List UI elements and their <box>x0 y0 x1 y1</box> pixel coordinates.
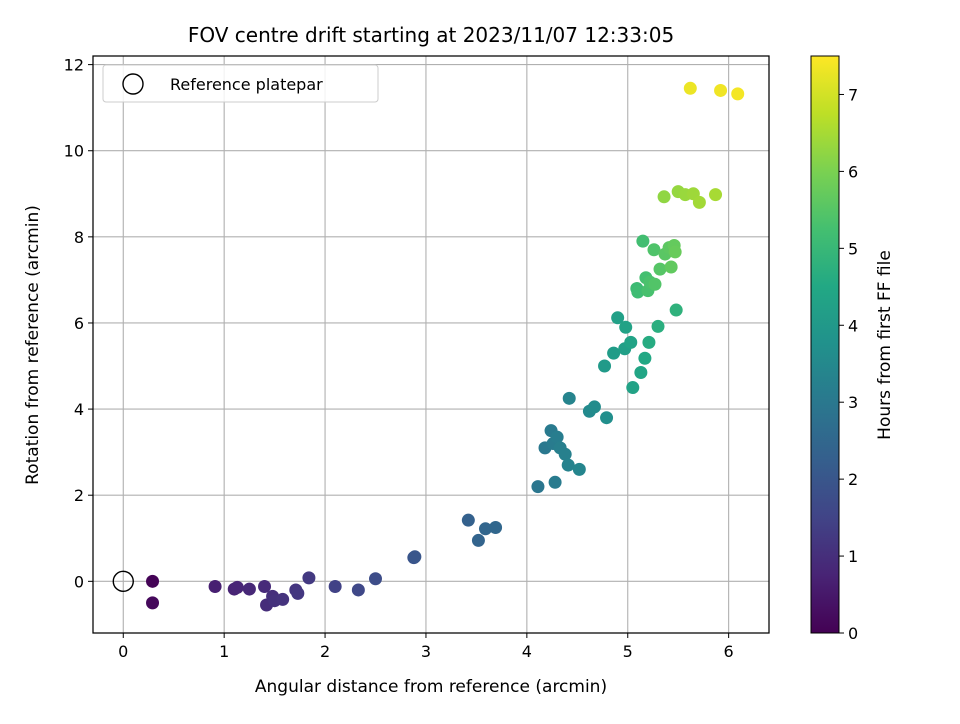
data-point <box>607 346 621 360</box>
colorbar-tick-label: 7 <box>848 85 858 104</box>
data-point <box>302 571 316 585</box>
data-point <box>668 245 682 259</box>
data-point <box>683 81 697 95</box>
data-point <box>558 447 572 461</box>
y-tick-label: 8 <box>74 228 84 247</box>
data-point <box>619 320 633 334</box>
colorbar-gradient <box>810 55 840 634</box>
chart-title: FOV centre drift starting at 2023/11/07 … <box>188 23 674 47</box>
x-axis-label: Angular distance from reference (arcmin) <box>255 677 607 697</box>
data-point <box>550 430 564 444</box>
data-point <box>461 513 475 527</box>
data-point <box>242 582 256 596</box>
data-point <box>328 579 342 593</box>
grid <box>93 56 769 633</box>
y-tick-label: 0 <box>74 572 84 591</box>
data-point <box>600 411 614 425</box>
x-tick-label: 6 <box>724 642 734 661</box>
data-point <box>478 522 492 536</box>
data-point <box>351 583 365 597</box>
data-point <box>291 586 305 600</box>
data-point <box>648 277 662 291</box>
data-point <box>634 365 648 379</box>
data-point <box>587 400 601 414</box>
data-point <box>624 335 638 349</box>
data-point <box>408 550 422 564</box>
colorbar-tick-label: 5 <box>848 239 858 258</box>
data-point <box>709 188 723 202</box>
data-point <box>572 462 586 476</box>
data-point <box>626 381 640 395</box>
y-tick-label: 4 <box>74 400 84 419</box>
plot-frame <box>92 55 770 634</box>
data-point <box>714 83 728 97</box>
data-point <box>276 592 290 606</box>
data-point <box>471 533 485 547</box>
data-point <box>562 391 576 405</box>
data-point <box>489 521 503 535</box>
legend-box <box>102 64 379 103</box>
data-point <box>230 580 244 594</box>
colorbar-tick-label: 1 <box>848 547 858 566</box>
data-point <box>651 319 665 333</box>
data-point <box>653 262 667 276</box>
colorbar-ticks: 0 1 2 3 4 5 6 7 <box>839 85 858 643</box>
colorbar-tick-label: 0 <box>848 624 858 643</box>
data-point <box>669 303 683 317</box>
x-axis-ticks: 0 1 2 3 4 5 6 <box>118 633 734 661</box>
data-point <box>642 335 656 349</box>
data-point <box>548 475 562 489</box>
data-point <box>636 234 650 248</box>
legend-marker-icon <box>122 73 144 95</box>
data-point <box>638 351 652 365</box>
data-point <box>657 190 671 204</box>
data-point <box>208 579 222 593</box>
data-points <box>112 81 745 612</box>
x-tick-label: 5 <box>623 642 633 661</box>
colorbar-tick-label: 6 <box>848 162 858 181</box>
y-axis-label: Rotation from reference (arcmin) <box>23 205 43 485</box>
data-point <box>531 480 545 494</box>
y-tick-label: 2 <box>74 486 84 505</box>
colorbar-tick-label: 4 <box>848 316 858 335</box>
data-point <box>146 596 160 610</box>
colorbar: 0 1 2 3 4 5 6 7 Hours from first FF file <box>810 55 895 643</box>
y-tick-label: 12 <box>64 56 84 75</box>
data-point <box>647 243 661 257</box>
y-axis-ticks: 0 2 4 6 8 10 12 <box>64 56 93 591</box>
x-tick-label: 3 <box>421 642 431 661</box>
data-point <box>598 359 612 373</box>
y-tick-label: 10 <box>64 142 84 161</box>
legend-entry-reference: Reference platepar <box>170 75 323 94</box>
data-point <box>561 458 575 472</box>
legend: Reference platepar <box>102 64 379 103</box>
x-tick-label: 2 <box>320 642 330 661</box>
x-tick-label: 0 <box>118 642 128 661</box>
x-tick-label: 1 <box>219 642 229 661</box>
data-point <box>664 260 678 274</box>
data-point <box>731 87 745 101</box>
data-point <box>692 195 706 209</box>
data-point <box>146 574 160 588</box>
reference-platepar-marker <box>112 570 134 593</box>
colorbar-tick-label: 3 <box>848 393 858 412</box>
y-tick-label: 6 <box>74 314 84 333</box>
data-point <box>611 311 625 325</box>
data-point <box>631 285 645 299</box>
data-point <box>258 579 272 593</box>
x-tick-label: 4 <box>522 642 532 661</box>
colorbar-tick-label: 2 <box>848 470 858 489</box>
data-point <box>369 572 383 586</box>
colorbar-label: Hours from first FF file <box>875 250 895 440</box>
